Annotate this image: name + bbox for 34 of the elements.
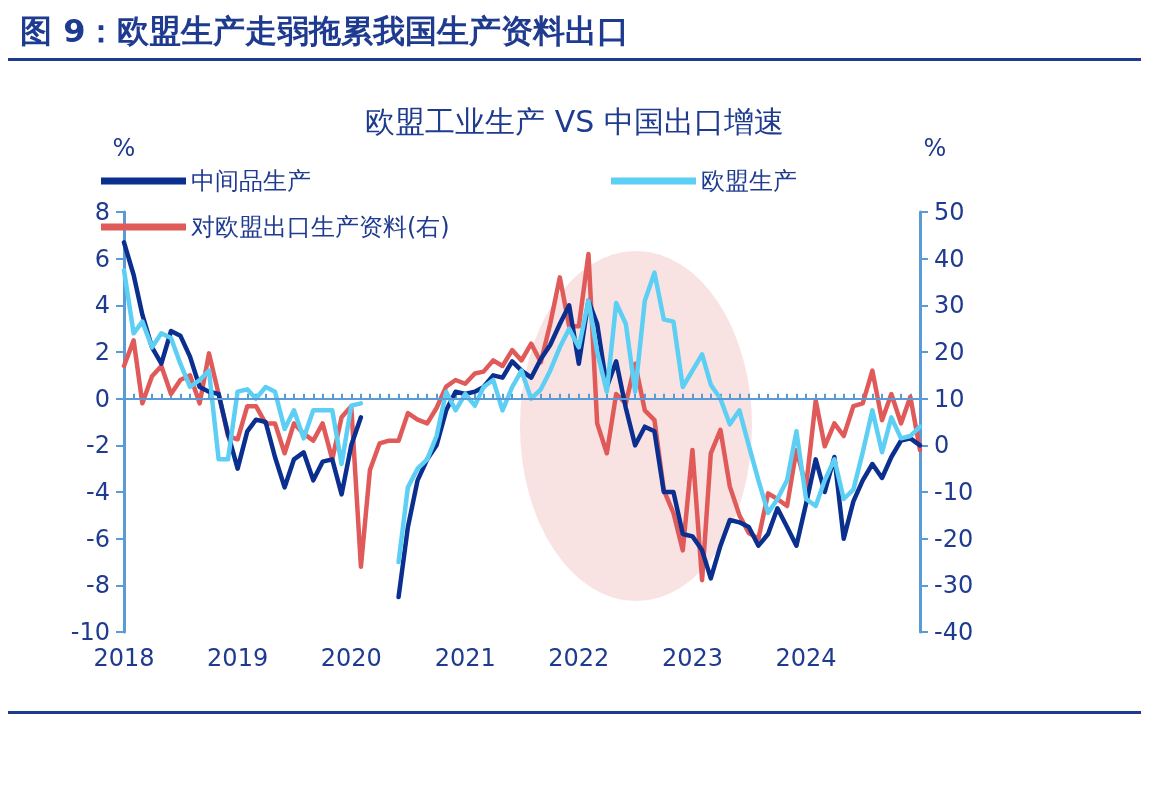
legend-label: 欧盟生产 (701, 167, 797, 195)
y-tick-label: 6 (94, 244, 110, 273)
y-axis-title: % (112, 134, 136, 162)
x-tick-label: 2020 (320, 644, 382, 672)
y2-tick-label: 40 (934, 244, 965, 273)
y2-tick-label: -10 (934, 478, 974, 506)
x-tick-label: 2018 (93, 644, 155, 672)
y-tick-label: -2 (86, 431, 110, 460)
legend-label: 中间品生产 (191, 167, 311, 195)
y-tick-label: 4 (94, 291, 110, 320)
y2-tick-label: -20 (934, 524, 974, 553)
chart-title: 图 9：欧盟生产走弱拖累我国生产资料出口 (8, 8, 1141, 61)
y2-tick-label: 10 (934, 384, 965, 413)
y-tick-label: -4 (86, 478, 110, 506)
y-tick-label: -10 (70, 618, 110, 646)
y-tick-label: -8 (86, 571, 110, 600)
legend-label: 对欧盟出口生产资料(右) (191, 213, 450, 241)
y-tick-label: 0 (94, 384, 110, 413)
y2-tick-label: 0 (934, 431, 950, 460)
y2-axis-title: % (923, 134, 947, 162)
y-tick-label: -6 (86, 524, 110, 553)
y-tick-label: 2 (94, 338, 110, 366)
x-tick-label: 2023 (661, 644, 723, 672)
chart-subtitle: 欧盟工业生产 VS 中国出口增速 (365, 103, 784, 139)
y2-tick-label: 20 (934, 338, 965, 366)
y2-tick-label: 50 (934, 198, 965, 226)
y2-tick-label: -30 (934, 571, 974, 600)
y2-tick-label: -40 (934, 618, 974, 646)
y2-tick-label: 30 (934, 291, 965, 320)
x-tick-label: 2022 (548, 644, 610, 672)
x-tick-label: 2021 (434, 644, 496, 672)
x-tick-label: 2024 (775, 644, 837, 672)
x-tick-label: 2019 (207, 644, 269, 672)
y-tick-label: 8 (94, 198, 110, 226)
